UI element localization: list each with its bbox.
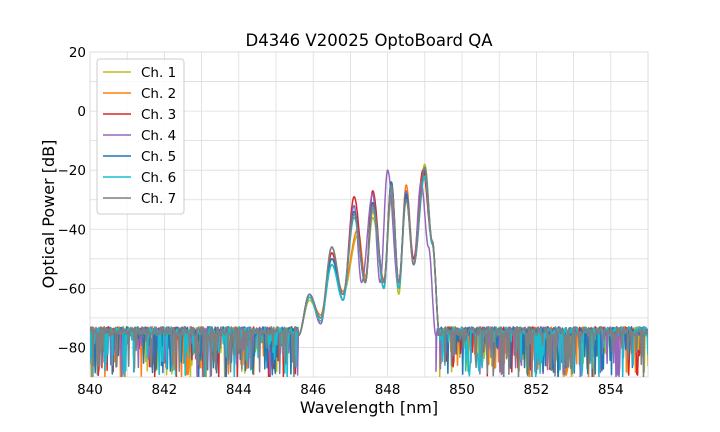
y-axis-label: Optical Power [dB] [39, 140, 58, 289]
legend-label: Ch. 3 [141, 107, 176, 123]
legend-label: Ch. 7 [141, 191, 176, 207]
y-tick-label: −20 [58, 163, 87, 179]
legend-label: Ch. 4 [141, 128, 176, 144]
chart-title: D4346 V20025 OptoBoard QA [245, 31, 493, 50]
tick-labels: 840 842 844 846 848 850 852 854 −80 −60 −40 −20 0 20 [58, 45, 624, 398]
y-tick-label: −40 [58, 222, 87, 238]
y-tick-label: 20 [69, 45, 86, 61]
x-axis-label: Wavelength [nm] [300, 398, 438, 417]
x-tick-label: 844 [226, 382, 252, 398]
legend-label: Ch. 1 [141, 65, 176, 81]
legend-box [96, 58, 185, 215]
series-line-7 [90, 166, 648, 377]
y-tick-label: 0 [77, 104, 86, 120]
series-layer [90, 163, 648, 377]
legend-label: Ch. 6 [141, 170, 176, 186]
x-tick-label: 840 [77, 382, 103, 398]
x-tick-label: 846 [300, 382, 326, 398]
x-tick-label: 850 [449, 382, 475, 398]
y-tick-label: −80 [58, 340, 87, 356]
legend-label: Ch. 5 [141, 149, 176, 165]
x-tick-label: 842 [152, 382, 178, 398]
x-tick-label: 854 [598, 382, 624, 398]
x-tick-label: 852 [524, 382, 550, 398]
y-tick-label: −60 [58, 281, 87, 297]
x-tick-label: 848 [375, 382, 401, 398]
legend: Ch. 1 Ch. 2 Ch. 3 Ch. 4 Ch. 5 Ch. 6 Ch. 7 [96, 58, 185, 215]
legend-label: Ch. 2 [141, 86, 176, 102]
